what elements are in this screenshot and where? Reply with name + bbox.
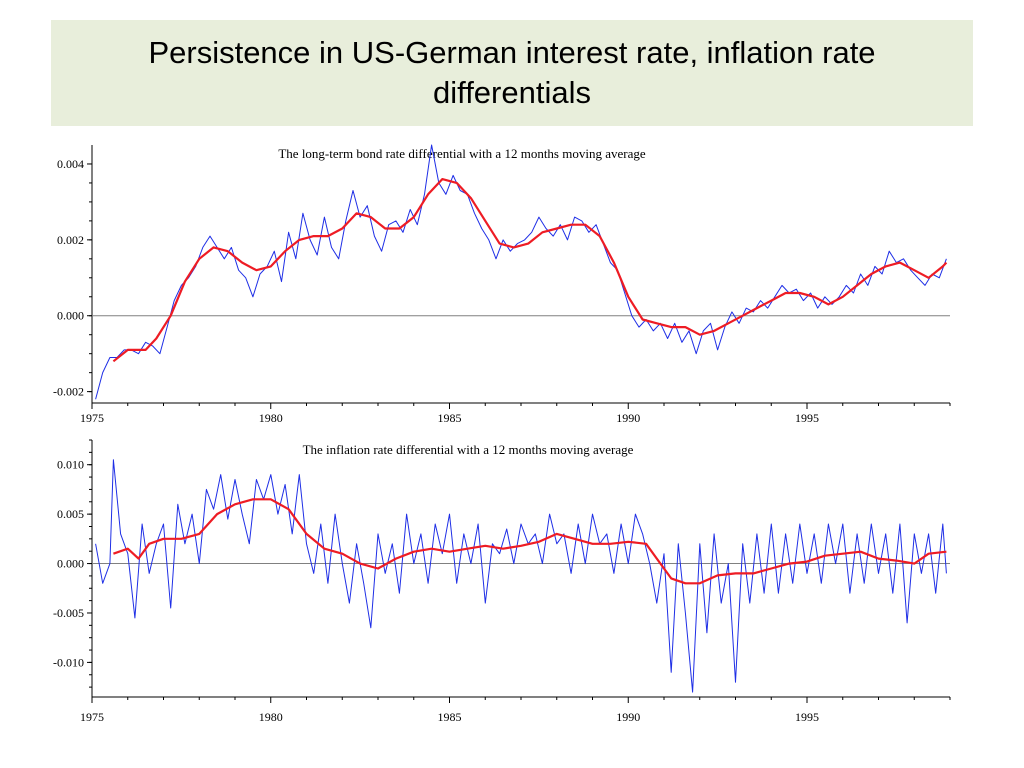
bond-rate-chart: The long-term bond rate differential wit… xyxy=(53,144,951,425)
chart-title: The inflation rate differential with a 1… xyxy=(303,442,634,457)
moving-average-line xyxy=(113,498,947,585)
x-tick-label: 1975 xyxy=(80,710,104,724)
y-tick-label: -0.005 xyxy=(53,606,84,620)
x-tick-label: 1980 xyxy=(259,710,283,724)
title-banner: Persistence in US-German interest rate, … xyxy=(51,20,973,126)
x-tick-label: 1990 xyxy=(616,411,640,425)
y-tick-label: 0.002 xyxy=(57,233,84,247)
y-tick-label: -0.010 xyxy=(53,655,84,669)
x-tick-label: 1995 xyxy=(795,411,819,425)
x-tick-label: 1995 xyxy=(795,710,819,724)
chart-title: The long-term bond rate differential wit… xyxy=(278,146,645,161)
x-tick-label: 1980 xyxy=(259,411,283,425)
y-tick-label: 0.005 xyxy=(57,507,84,521)
x-tick-label: 1990 xyxy=(616,710,640,724)
differential-line xyxy=(95,459,947,693)
y-tick-label: 0.000 xyxy=(57,309,84,323)
slide-title: Persistence in US-German interest rate, … xyxy=(148,35,876,110)
y-tick-label: 0.010 xyxy=(57,458,84,472)
y-tick-label: 0.000 xyxy=(57,557,84,571)
moving-average-line xyxy=(112,178,948,363)
y-tick-label: -0.002 xyxy=(53,385,84,399)
differential-line xyxy=(95,144,947,400)
y-tick-label: 0.004 xyxy=(57,157,84,171)
inflation-rate-chart: The inflation rate differential with a 1… xyxy=(53,439,951,724)
x-tick-label: 1985 xyxy=(438,411,462,425)
x-tick-label: 1975 xyxy=(80,411,104,425)
x-tick-label: 1985 xyxy=(438,710,462,724)
